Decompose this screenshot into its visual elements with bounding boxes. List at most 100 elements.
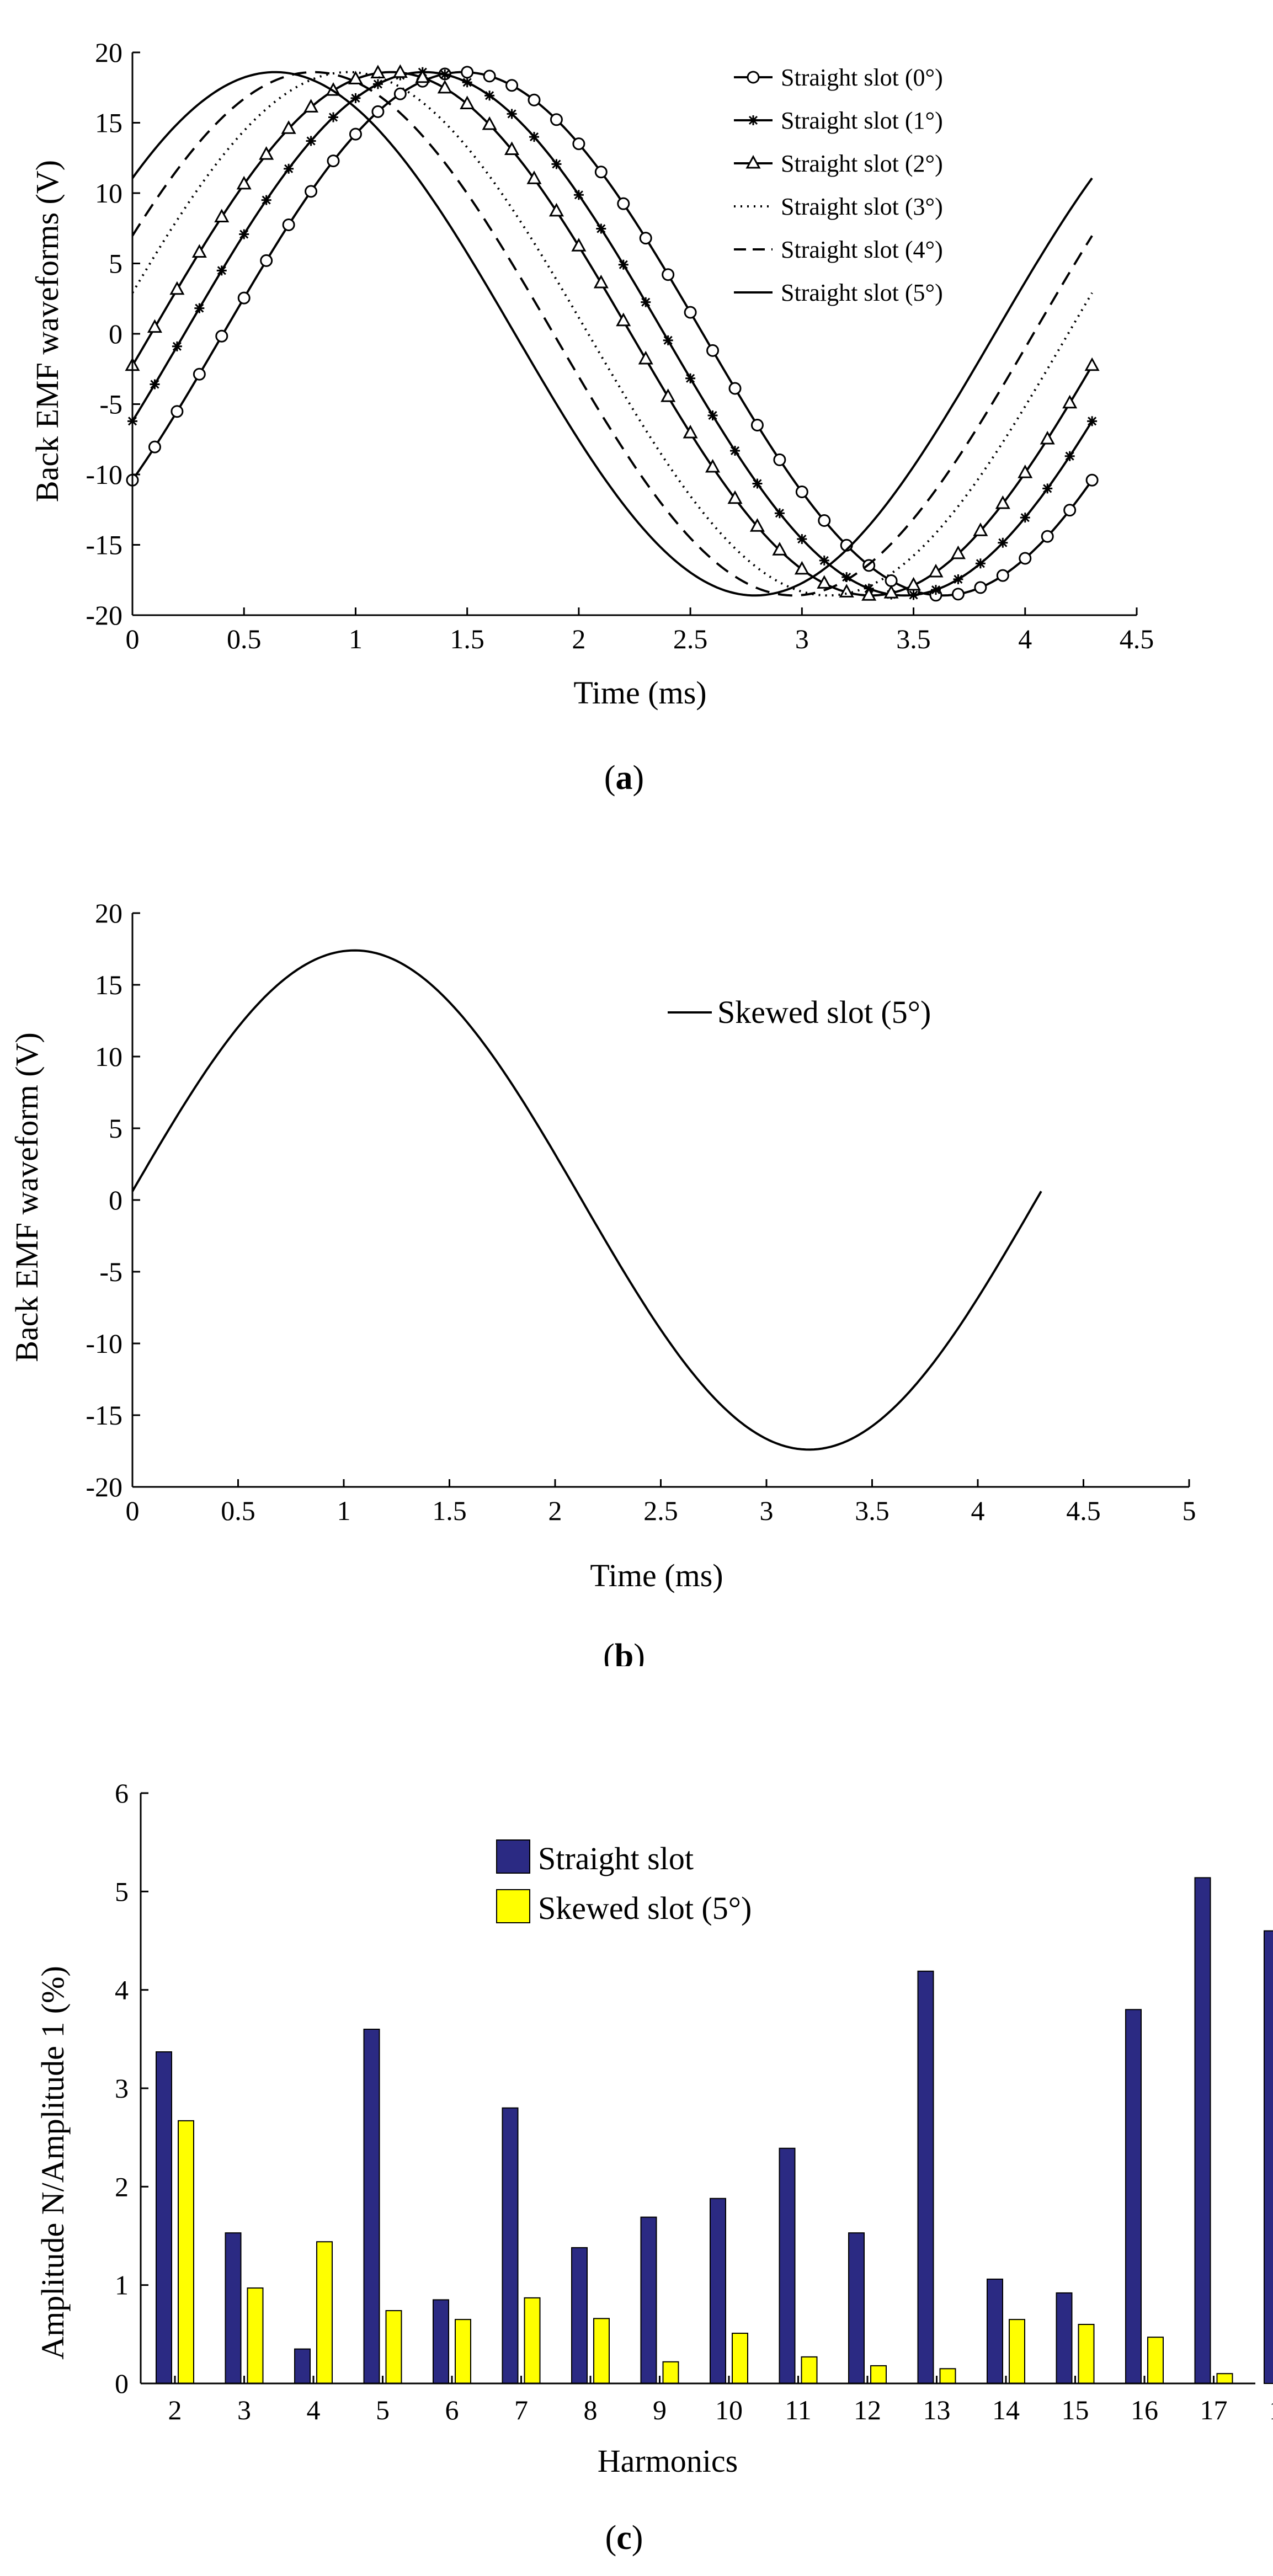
legend-label-2: Straight slot (2°) [781, 150, 943, 177]
bar-straight-4 [294, 2348, 311, 2385]
x-axis-label: Time (ms) [590, 1558, 723, 1593]
caption-letter: b [615, 1638, 633, 1666]
series-1-point [1020, 513, 1030, 523]
series-2-point [727, 490, 743, 504]
series-2-point [883, 584, 899, 599]
series-1-point [819, 555, 829, 566]
series-line-4 [131, 71, 1093, 597]
caption-c: (c) [605, 2519, 643, 2557]
legend-label-3: Straight slot (3°) [781, 193, 943, 220]
x-tick-label: 1 [349, 623, 363, 654]
series-0-point [818, 514, 831, 527]
series-1-point [372, 79, 383, 89]
series-1-point [908, 590, 919, 600]
legend-marker-2 [745, 154, 761, 169]
bar-skewed-6 [455, 2319, 471, 2385]
y-tick-label: -20 [86, 600, 122, 631]
series-2-point [281, 120, 296, 134]
y-tick-label: 20 [95, 898, 122, 929]
series-2-point [638, 350, 653, 365]
series-0-point [662, 268, 675, 281]
caption-a: (a) [604, 759, 644, 797]
x-tick-label: 5 [376, 2394, 390, 2425]
series-0-point [305, 185, 318, 198]
series-1-point [462, 77, 472, 88]
series-line-1 [131, 71, 1093, 597]
bar-skewed-7 [524, 2297, 541, 2384]
series-0-point [706, 344, 720, 357]
series-1-point [774, 508, 785, 519]
series-0-point [528, 93, 541, 106]
y-tick-label: 0 [115, 2368, 129, 2399]
bar-straight-3 [225, 2232, 242, 2385]
bar-straight-15 [1056, 2292, 1073, 2385]
x-tick-label: 4 [971, 1495, 985, 1526]
series-2-point [504, 141, 520, 156]
series-0-point [505, 79, 519, 92]
y-tick-label: 4 [115, 1975, 129, 2006]
x-tick-label: 2.5 [643, 1495, 678, 1526]
series-0-point [282, 218, 295, 232]
chart-panel-c: 01234562345678910111213141516171819 Harm… [35, 1778, 1273, 2557]
y-axis-label: Back EMF waveforms (V) [29, 160, 65, 502]
y-tick-label: -20 [86, 1471, 122, 1502]
series-1-point [573, 190, 584, 200]
series-1-point [306, 136, 316, 146]
x-tick-label: 18 [1269, 2394, 1273, 2425]
series-2-point [259, 146, 274, 160]
series-0-point [1041, 530, 1054, 543]
series-0-point [951, 588, 965, 601]
y-tick-label: -15 [86, 530, 122, 561]
legend-label-1: Skewed slot (5°) [538, 1890, 752, 1926]
series-2-point [928, 563, 944, 578]
y-tick-label: 5 [115, 1876, 129, 1907]
series-line-0 [131, 949, 1042, 1451]
series-2-point [191, 244, 207, 258]
series-2-point [817, 575, 832, 589]
x-tick-label: 2 [168, 2394, 182, 2425]
series-0-point [974, 581, 987, 594]
series-2-point [214, 209, 230, 222]
series-1-point [239, 229, 249, 239]
series-2-point [661, 388, 676, 402]
series-1-point [261, 195, 271, 205]
series-2-point [772, 542, 787, 556]
x-tick-label: 17 [1200, 2394, 1228, 2425]
series-2-point [571, 238, 587, 252]
series-1-point [440, 69, 450, 79]
series-0-point [594, 166, 608, 179]
series-0-point [193, 367, 206, 381]
series-1-point [663, 335, 673, 345]
series-2-point [370, 65, 386, 78]
series-1-point [641, 297, 651, 307]
series-1-point [551, 159, 562, 169]
legend-label-1: Straight slot (1°) [781, 107, 943, 134]
series-2-point [1084, 357, 1100, 371]
series-1-point [529, 132, 539, 142]
bar-straight-16 [1125, 2009, 1142, 2384]
axes-frame [131, 52, 1137, 616]
x-tick-label: 1.5 [450, 623, 484, 654]
series-2-point [236, 175, 252, 190]
x-tick-label: 0.5 [221, 1495, 255, 1526]
legend-swatch-1 [496, 1889, 530, 1923]
series-1-point [730, 445, 740, 456]
series-0-point [260, 254, 273, 267]
series-1-point [998, 537, 1008, 548]
series-0-point [215, 329, 228, 343]
x-axis-label: Harmonics [598, 2443, 738, 2479]
x-tick-label: 7 [514, 2394, 528, 2425]
y-axis-label: Back EMF waveform (V) [9, 1032, 45, 1362]
series-1-point [1064, 451, 1075, 461]
y-tick-label: 1 [115, 2270, 129, 2301]
series-2-point [1040, 430, 1055, 445]
bar-skewed-14 [1009, 2319, 1025, 2385]
series-2-point [348, 71, 363, 84]
x-tick-label: 4.5 [1120, 623, 1154, 654]
y-tick-label: 10 [95, 1041, 122, 1072]
chart-panel-a: 0 0.5 1 1.5 2 2.5 3 3.5 4 4.5-20-15-10-505101520 … [29, 37, 1154, 797]
series-1-point [618, 259, 628, 270]
legend-label-4: Straight slot (4°) [781, 236, 943, 263]
series-2-point [392, 64, 408, 78]
series-0-point [885, 574, 898, 588]
